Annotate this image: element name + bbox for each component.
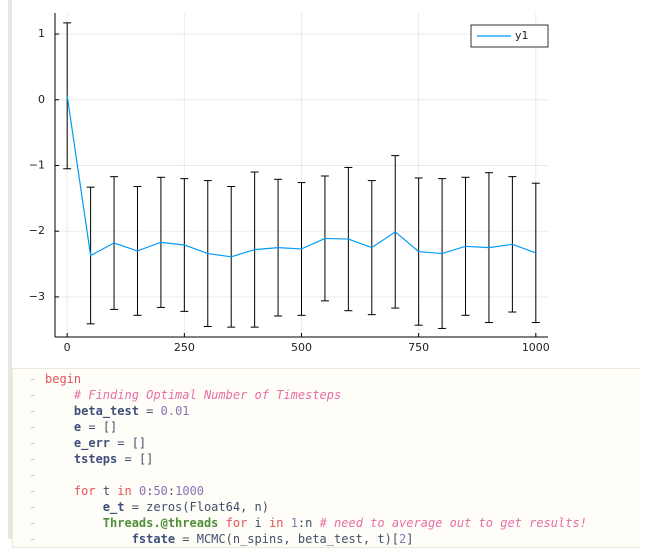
code-line: # Finding Optimal Number of Timesteps — [73, 388, 342, 402]
y-tick-label: −1 — [29, 158, 45, 171]
x-tick-label: 0 — [64, 341, 71, 354]
code-line: Threads.@threads for i in 1:n # need to … — [102, 516, 587, 530]
cell-bar — [8, 0, 12, 539]
gutter-dot — [31, 411, 34, 412]
code-line: for t in 0:50:1000 — [73, 484, 205, 498]
gutter-dot — [31, 491, 34, 492]
chart: 0 250 500 750 1000 −3 −2 −1 0 1 y1 — [29, 13, 550, 354]
code-line: begin — [45, 372, 82, 386]
gutter-dot — [31, 475, 34, 476]
y-tick-label: −2 — [29, 224, 45, 237]
data-line — [66, 95, 537, 258]
code-line: beta_test = 0.01 — [73, 404, 190, 418]
code-cell[interactable]: begin # Finding Optimal Number of Timest… — [12, 368, 640, 548]
gutter-dot — [31, 539, 34, 540]
gutter-dot — [31, 427, 34, 428]
y-tick-label: −3 — [29, 290, 45, 303]
x-tick-label: 750 — [408, 341, 429, 354]
code-line: fstate = MCMC(n_spins, beta_test, t)[2] — [131, 532, 414, 546]
x-tick-label: 500 — [291, 341, 312, 354]
gutter-dot — [31, 459, 34, 460]
x-tick-label: 1000 — [522, 341, 550, 354]
legend-label: y1 — [515, 29, 529, 42]
y-tick-label: 1 — [38, 27, 45, 40]
gutter-dot — [31, 379, 34, 380]
code-line: e_err = [] — [73, 436, 147, 450]
y-tick-label: 0 — [38, 93, 45, 106]
x-tick-label: 250 — [174, 341, 195, 354]
code-line: e = [] — [73, 420, 118, 434]
gutter-dot — [31, 443, 34, 444]
gutter-dot — [31, 523, 34, 524]
code-line: e_t = zeros(Float64, n) — [102, 500, 269, 514]
gutter-dot — [31, 395, 34, 396]
code-line: tsteps = [] — [73, 452, 154, 466]
gutter-dot — [31, 507, 34, 508]
